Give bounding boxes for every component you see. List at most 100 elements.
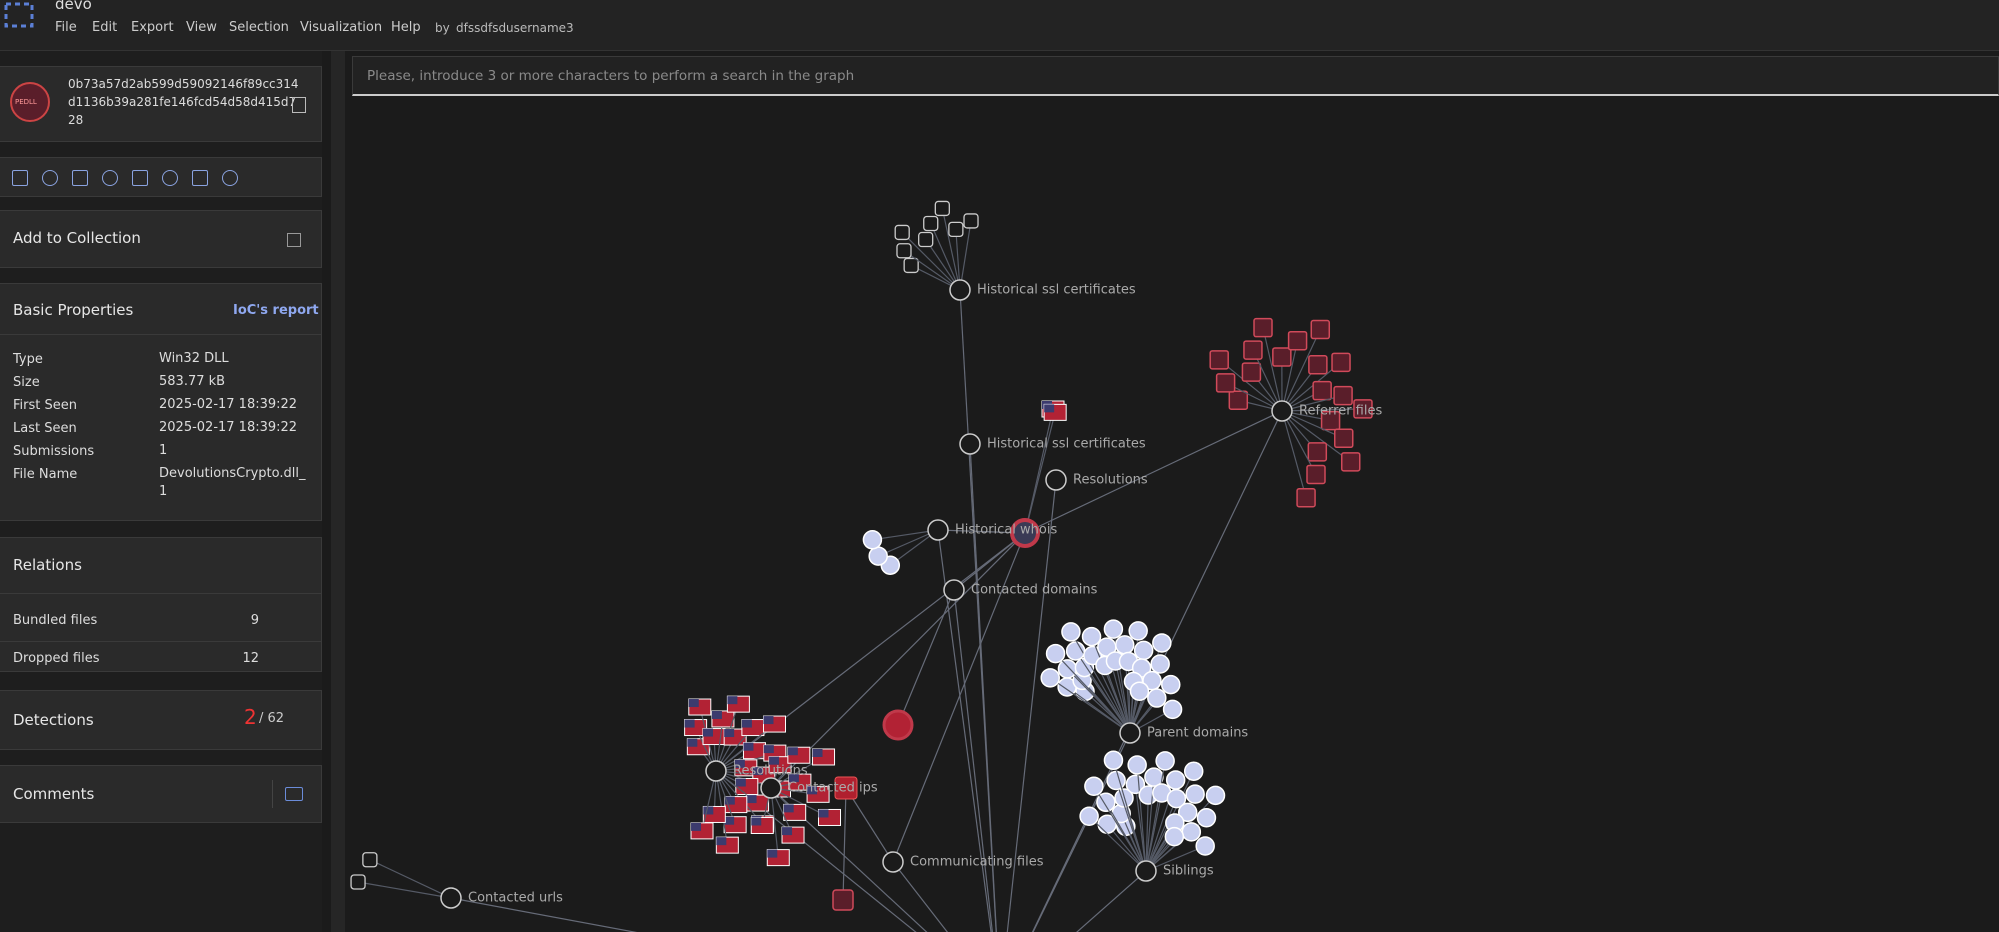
relation-node[interactable]: [959, 433, 981, 455]
domain-node[interactable]: [1079, 806, 1099, 826]
domain-node[interactable]: [1129, 681, 1150, 701]
relation-node[interactable]: [1135, 860, 1157, 882]
menu-item[interactable]: Export: [131, 20, 174, 35]
relation-node[interactable]: [760, 777, 782, 799]
domain-node[interactable]: [1205, 785, 1226, 806]
domain-node[interactable]: [1177, 802, 1198, 823]
menu-item[interactable]: Selection: [229, 20, 289, 35]
relation-node[interactable]: [1271, 400, 1293, 422]
collection-label[interactable]: Add to Collection: [13, 229, 141, 247]
cert-node[interactable]: [918, 231, 934, 248]
cert-node[interactable]: [903, 257, 919, 274]
relation-node[interactable]: [927, 519, 949, 541]
file-node[interactable]: [1331, 352, 1351, 373]
file-node[interactable]: [834, 776, 858, 800]
relation-node[interactable]: [943, 579, 965, 601]
domain-node[interactable]: [1133, 640, 1154, 661]
relation-node[interactable]: [949, 279, 971, 301]
domain-node[interactable]: [868, 546, 888, 566]
file-node[interactable]: [1312, 380, 1332, 401]
cert-node[interactable]: [963, 213, 979, 229]
detections-section[interactable]: Detections 2 / 62: [0, 690, 322, 750]
cert-node[interactable]: [350, 874, 366, 890]
domain-node[interactable]: [1195, 836, 1215, 856]
file-node[interactable]: [1243, 340, 1263, 360]
domain-node[interactable]: [1128, 621, 1148, 641]
tool-button[interactable]: [222, 170, 238, 186]
domain-node[interactable]: [1196, 807, 1217, 828]
file-node[interactable]: [1353, 399, 1373, 419]
domain-node[interactable]: [1147, 688, 1167, 708]
cert-node[interactable]: [894, 224, 910, 241]
domain-node[interactable]: [1106, 770, 1126, 791]
tool-button[interactable]: [42, 170, 58, 186]
cert-node[interactable]: [362, 852, 378, 868]
cert-node[interactable]: [896, 243, 912, 259]
cert-node[interactable]: [934, 200, 950, 217]
comments-section[interactable]: Comments: [0, 765, 322, 823]
domain-node[interactable]: [1045, 643, 1066, 664]
domain-node[interactable]: [1127, 755, 1147, 775]
file-node[interactable]: [1272, 347, 1292, 367]
domain-node[interactable]: [1103, 619, 1124, 639]
domain-node[interactable]: [1181, 822, 1202, 842]
graph-canvas[interactable]: Historical ssl certificates Historical ss…: [347, 100, 1999, 932]
menu-item[interactable]: View: [186, 20, 217, 35]
tool-button[interactable]: [192, 170, 208, 186]
file-node[interactable]: [1296, 487, 1316, 508]
relation-node[interactable]: [440, 887, 462, 909]
domain-node[interactable]: [1161, 674, 1181, 695]
file-node[interactable]: [1209, 350, 1229, 370]
tool-button[interactable]: [132, 170, 148, 186]
tool-button[interactable]: [102, 170, 118, 186]
menu-item[interactable]: Visualization: [300, 20, 383, 35]
domain-node[interactable]: [1150, 654, 1170, 674]
domain-node[interactable]: [1183, 761, 1204, 781]
file-node[interactable]: [1306, 464, 1326, 485]
domain-node[interactable]: [1164, 826, 1185, 847]
menu-item[interactable]: File: [55, 20, 77, 35]
file-node[interactable]: [1215, 373, 1236, 393]
copy-button[interactable]: [292, 97, 306, 113]
file-node[interactable]: [1228, 390, 1249, 410]
file-node[interactable]: [1308, 355, 1328, 375]
cert-node[interactable]: [923, 215, 939, 232]
tool-button[interactable]: [12, 170, 28, 186]
selected-node[interactable]: [1010, 518, 1040, 548]
file-node[interactable]: [1310, 319, 1331, 340]
relation-label[interactable]: Dropped files: [13, 651, 100, 666]
cert-node[interactable]: [948, 221, 964, 238]
scrollbar[interactable]: [331, 51, 345, 932]
relation-node[interactable]: [705, 760, 727, 782]
relation-node[interactable]: [1045, 469, 1067, 491]
tool-button[interactable]: [162, 170, 178, 186]
domain-node[interactable]: [862, 530, 883, 550]
user-name[interactable]: dfssdfsdusername3: [456, 21, 574, 35]
menu-item[interactable]: Edit: [92, 20, 118, 35]
domain-node[interactable]: [1057, 659, 1078, 679]
domain-node[interactable]: [1081, 626, 1102, 647]
domain-node[interactable]: [1165, 770, 1186, 790]
domain-node[interactable]: [1061, 622, 1081, 642]
domain-node[interactable]: [1103, 750, 1124, 771]
menu-item[interactable]: Help: [391, 20, 421, 35]
domain-node[interactable]: [1166, 788, 1187, 809]
domain-node[interactable]: [1155, 751, 1175, 771]
file-node[interactable]: [1241, 362, 1262, 382]
domain-node[interactable]: [1040, 668, 1060, 688]
ip-node[interactable]: [882, 709, 914, 741]
file-node[interactable]: [1333, 428, 1354, 449]
file-node[interactable]: [1320, 410, 1341, 431]
file-node[interactable]: [1307, 442, 1328, 462]
domain-node[interactable]: [1084, 776, 1104, 796]
relation-node[interactable]: [1119, 722, 1141, 744]
file-node[interactable]: [1253, 317, 1273, 338]
domain-node[interactable]: [1125, 774, 1146, 795]
file-node[interactable]: [1287, 330, 1308, 351]
relation-node[interactable]: [882, 851, 904, 873]
relation-label[interactable]: Bundled files: [13, 613, 98, 628]
domain-node[interactable]: [1185, 784, 1205, 804]
ioc-report-link[interactable]: IoC's report: [233, 303, 319, 318]
search-box[interactable]: Please, introduce 3 or more characters t…: [352, 56, 1999, 96]
file-node[interactable]: [1333, 385, 1353, 406]
